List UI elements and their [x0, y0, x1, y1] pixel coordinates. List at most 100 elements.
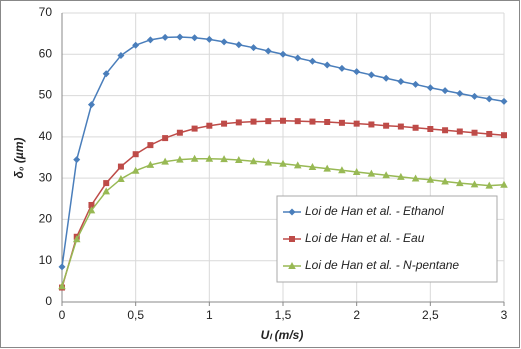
point [102, 187, 110, 195]
point [456, 179, 464, 187]
point [72, 235, 81, 243]
point [338, 64, 346, 72]
point [206, 122, 213, 129]
x-tick-label: 2 [353, 308, 360, 322]
point [442, 127, 449, 134]
point [146, 160, 155, 168]
point [367, 71, 375, 79]
point [308, 162, 317, 170]
point [191, 125, 198, 132]
point [471, 129, 478, 136]
point [147, 142, 154, 149]
point [235, 119, 242, 126]
point [73, 156, 81, 164]
point [426, 175, 435, 183]
point [161, 33, 169, 41]
x-tick-label: 3 [501, 308, 508, 322]
point [161, 157, 169, 165]
point [265, 118, 272, 125]
point [117, 174, 125, 182]
point [338, 166, 346, 174]
x-tick-label: 0,5 [127, 308, 144, 322]
point [309, 118, 316, 125]
point [383, 122, 390, 129]
point [146, 36, 154, 44]
point [412, 80, 420, 88]
legend-marker [288, 208, 296, 216]
point [103, 180, 110, 187]
point [293, 161, 302, 169]
point [485, 181, 494, 189]
point [176, 155, 184, 163]
point [323, 61, 331, 69]
point [427, 126, 434, 133]
point [102, 70, 110, 78]
point [221, 120, 228, 127]
y-axis-title: δ₀ (µm) [12, 138, 26, 179]
point [353, 68, 361, 76]
point [486, 130, 493, 137]
point [87, 206, 96, 214]
y-tick-label: 40 [39, 129, 53, 143]
point [88, 201, 95, 208]
point [397, 172, 405, 180]
point [87, 101, 95, 109]
point [294, 118, 301, 125]
point [441, 177, 449, 185]
y-tick-label: 50 [39, 88, 53, 102]
point [279, 50, 287, 58]
point [353, 120, 360, 127]
point [382, 74, 390, 82]
point [280, 117, 286, 124]
point [220, 38, 228, 46]
legend-label: Loi de Han et al. - Ethanol [305, 204, 444, 218]
point [294, 54, 302, 62]
y-tick-label: 20 [39, 212, 53, 226]
x-axis-title: Uₗ (m/s) [261, 328, 304, 342]
point [352, 167, 361, 175]
point [456, 128, 463, 135]
y-tick-label: 30 [39, 170, 53, 184]
x-tick-label: 2,5 [422, 308, 439, 322]
point [412, 124, 419, 131]
point [264, 47, 272, 55]
point [131, 166, 140, 174]
y-tick-label: 70 [39, 5, 53, 19]
point [471, 92, 479, 100]
y-tick-label: 0 [45, 294, 52, 308]
point [205, 35, 213, 43]
point [411, 174, 420, 182]
point [279, 159, 287, 167]
legend-marker [289, 236, 295, 242]
point [162, 135, 169, 142]
point [397, 123, 404, 130]
point [117, 163, 124, 170]
point [308, 57, 316, 65]
x-tick-label: 1 [206, 308, 213, 322]
point [176, 129, 183, 136]
legend-label: Loi de Han et al. - N-pentane [305, 258, 459, 272]
point [500, 97, 508, 105]
point [338, 119, 345, 126]
point [501, 132, 507, 139]
point [220, 155, 228, 163]
point [500, 180, 508, 188]
legend-label: Loi de Han et al. - Eau [305, 231, 425, 245]
y-tick-label: 10 [39, 253, 53, 267]
point [323, 164, 331, 172]
point [470, 180, 479, 188]
point [235, 41, 243, 49]
point [58, 282, 66, 290]
point [117, 52, 125, 60]
legend-box [276, 195, 498, 283]
point [132, 151, 139, 158]
point [250, 44, 258, 52]
point [485, 95, 493, 103]
point [367, 169, 376, 177]
point [441, 87, 449, 95]
point [249, 157, 258, 165]
point [426, 84, 434, 92]
point [132, 41, 140, 49]
